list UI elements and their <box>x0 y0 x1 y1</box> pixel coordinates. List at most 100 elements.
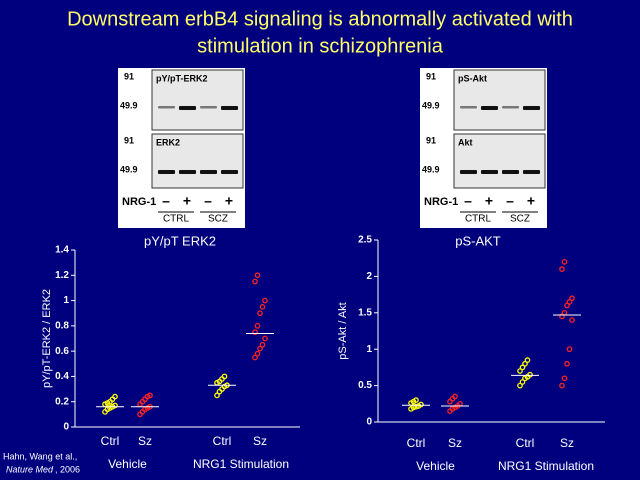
slide-title: stimulation in schizophrenia <box>197 35 444 57</box>
y-tick-label: 0 <box>63 422 69 433</box>
data-point <box>524 357 531 363</box>
data-point <box>519 364 526 371</box>
blot-marker: 91 <box>426 135 436 145</box>
data-point <box>413 403 419 410</box>
blot-band <box>200 170 217 174</box>
blot-group: CTRL <box>465 214 492 225</box>
data-point <box>257 310 263 317</box>
x-tick-label: Sz <box>448 436 462 450</box>
data-point <box>252 278 258 285</box>
blot-treatment: NRG-1 <box>122 196 156 208</box>
blot-sign: + <box>527 193 535 209</box>
data-point <box>214 392 220 399</box>
x-tick-label: Ctrl <box>213 434 232 448</box>
x-tick-label: Sz <box>138 434 152 448</box>
data-point <box>559 313 565 320</box>
data-point <box>418 401 424 408</box>
blot-marker: 91 <box>426 71 436 81</box>
data-point <box>519 379 526 385</box>
data-point <box>561 309 568 316</box>
blot-band <box>200 106 217 109</box>
y-tick-label: 2 <box>366 271 372 282</box>
y-tick-label: 0.5 <box>358 380 372 391</box>
x-tick-label: Ctrl <box>516 436 535 450</box>
blot-band <box>179 106 196 110</box>
data-point <box>452 393 458 400</box>
blot-label: pY/pT-ERK2 <box>156 73 208 83</box>
group-label: Vehicle <box>416 459 455 473</box>
blot-label: ERK2 <box>156 137 180 147</box>
blot-panel <box>453 69 546 131</box>
chart-title: pY/pT ERK2 <box>144 233 216 248</box>
blot-band <box>221 170 238 174</box>
blot-sign: – <box>162 193 170 209</box>
blot-marker: 49.9 <box>120 100 138 110</box>
blot-label: pS-Akt <box>458 73 487 83</box>
data-point <box>559 266 565 272</box>
data-point <box>252 354 258 361</box>
group-label: NRG1 Stimulation <box>498 459 594 473</box>
blot-marker: 91 <box>124 135 134 145</box>
data-point <box>569 295 575 302</box>
data-point <box>262 335 268 342</box>
data-point <box>254 350 261 357</box>
blot-panel <box>453 133 546 189</box>
data-point <box>254 272 261 279</box>
data-point <box>559 382 565 389</box>
citation-year: , 2006 <box>55 464 80 474</box>
blot-band <box>523 106 540 110</box>
blot-sign: + <box>225 193 233 209</box>
blot-band <box>221 106 238 110</box>
y-tick-label: 1 <box>366 344 372 355</box>
slide-title: Downstream erbB4 signaling is abnormally… <box>67 8 573 30</box>
blot-marker: 49.9 <box>422 164 440 174</box>
blot-panel <box>151 69 244 131</box>
data-point <box>564 360 570 367</box>
data-point <box>564 302 570 309</box>
blot-band <box>179 170 196 174</box>
data-point <box>527 371 533 378</box>
y-tick-label: 0.4 <box>55 371 69 382</box>
blot-marker: 49.9 <box>120 164 138 174</box>
data-point <box>517 382 523 389</box>
y-axis-label: pS-Akt / Akt <box>337 302 349 359</box>
citation-journal: Nature Med <box>6 464 54 474</box>
data-point <box>257 345 263 352</box>
data-point <box>112 393 118 400</box>
blot-band <box>460 106 477 109</box>
blot-marker: 49.9 <box>422 100 440 110</box>
blot-band <box>502 106 519 109</box>
data-point <box>561 258 568 265</box>
group-label: NRG1 Stimulation <box>193 457 289 471</box>
data-point <box>254 323 261 329</box>
data-point <box>252 329 258 336</box>
y-tick-label: 0.2 <box>55 396 69 407</box>
blot-band <box>502 170 519 174</box>
data-point <box>566 299 573 305</box>
data-point <box>259 341 266 348</box>
blot-band <box>523 170 540 174</box>
data-point <box>112 402 118 409</box>
blot-sign: – <box>204 193 212 209</box>
blot-treatment: NRG-1 <box>424 196 458 208</box>
data-point <box>259 304 266 310</box>
y-tick-label: 1 <box>63 295 69 306</box>
x-tick-label: Ctrl <box>101 434 120 448</box>
blot-sign: – <box>464 193 472 209</box>
x-tick-label: Sz <box>253 434 267 448</box>
x-tick-label: Sz <box>560 436 574 450</box>
data-point <box>221 373 228 380</box>
blot-group: CTRL <box>163 214 190 225</box>
y-tick-label: 2.5 <box>358 235 372 246</box>
blot-band <box>481 170 498 174</box>
y-tick-label: 0.8 <box>55 320 69 331</box>
data-point <box>262 297 268 304</box>
chart-title: pS-AKT <box>455 233 501 248</box>
data-point <box>517 368 523 374</box>
blot-sign: + <box>183 193 191 209</box>
blot-band <box>158 170 175 174</box>
y-tick-label: 1.5 <box>358 307 372 318</box>
blot-marker: 91 <box>124 71 134 81</box>
blot-label: Akt <box>458 137 473 147</box>
